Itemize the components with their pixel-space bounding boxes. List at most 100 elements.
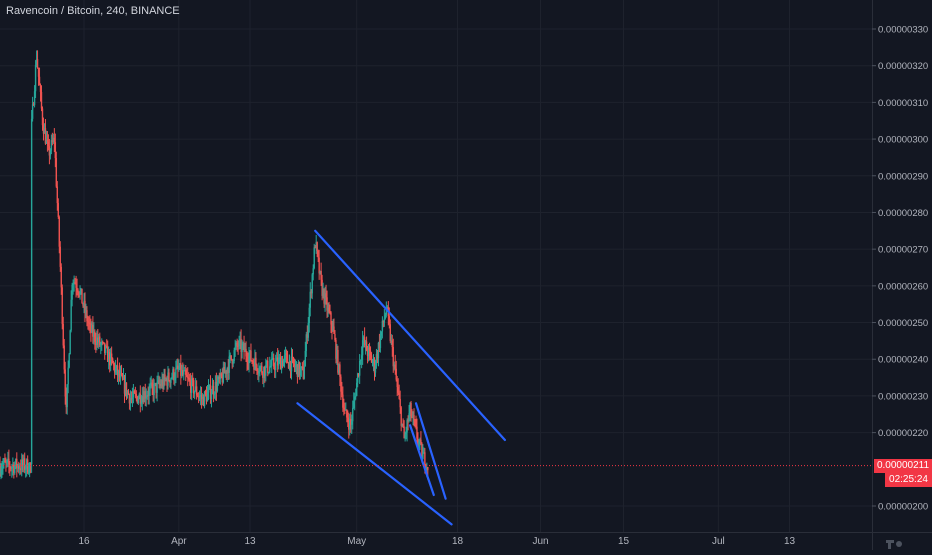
candle-body bbox=[214, 381, 217, 395]
candle-body bbox=[402, 423, 404, 427]
candle-body bbox=[304, 350, 307, 367]
candle-body bbox=[62, 323, 64, 346]
candle-body bbox=[194, 386, 197, 391]
candle-body bbox=[352, 407, 354, 422]
candle-body bbox=[411, 416, 413, 418]
candle-body bbox=[86, 310, 88, 322]
candle-body bbox=[309, 291, 311, 308]
candle-body bbox=[69, 330, 71, 355]
price-tick-label: 0.00000270 bbox=[878, 245, 928, 256]
candle-body bbox=[301, 366, 304, 368]
candle-body bbox=[17, 465, 19, 469]
candle-body bbox=[341, 391, 343, 395]
candle-body bbox=[178, 368, 180, 370]
candle-body bbox=[147, 395, 149, 397]
candle-body bbox=[292, 357, 295, 364]
candle-body bbox=[422, 453, 424, 460]
candle-body bbox=[30, 118, 33, 465]
candle-body bbox=[205, 393, 208, 402]
candle-body bbox=[264, 366, 266, 376]
candle-body bbox=[158, 380, 160, 385]
candle-body bbox=[92, 324, 94, 337]
price-tick-label: 0.00000280 bbox=[878, 208, 928, 219]
candle-body bbox=[390, 340, 392, 342]
candle-body bbox=[22, 459, 24, 466]
candle-body bbox=[321, 279, 323, 296]
candle-body bbox=[389, 324, 391, 342]
candle-body bbox=[150, 382, 152, 386]
candle-body bbox=[29, 463, 32, 465]
candle-body bbox=[300, 366, 303, 369]
candle-body bbox=[101, 341, 103, 345]
candle-body bbox=[43, 128, 46, 134]
candle-body bbox=[88, 322, 90, 324]
candle-body bbox=[222, 366, 225, 383]
candle-body bbox=[120, 373, 123, 375]
candle-body bbox=[77, 290, 79, 293]
candle-body bbox=[393, 364, 395, 367]
candle-body bbox=[363, 337, 366, 345]
candle-body bbox=[145, 396, 147, 399]
candle-body bbox=[243, 343, 245, 352]
candle-body bbox=[279, 357, 282, 370]
candle-body bbox=[225, 370, 227, 374]
candle-body bbox=[4, 460, 6, 463]
candle-body bbox=[355, 395, 357, 397]
current-price-label: 0.00000211 bbox=[874, 458, 932, 473]
candle-body bbox=[398, 392, 400, 399]
candle-body bbox=[250, 350, 252, 361]
candle-body bbox=[229, 355, 231, 357]
candle-body bbox=[385, 308, 388, 315]
candle-body bbox=[382, 320, 385, 323]
time-tick-label: Apr bbox=[171, 536, 187, 547]
candle-body bbox=[185, 370, 187, 375]
chart-title: Ravencoin / Bitcoin, 240, BINANCE bbox=[6, 5, 180, 17]
candle-body bbox=[39, 85, 42, 92]
candle-body bbox=[203, 391, 206, 406]
candle-body bbox=[384, 314, 387, 319]
candle-body bbox=[340, 376, 342, 392]
candle-body bbox=[252, 360, 254, 363]
candle-body bbox=[274, 361, 277, 371]
candle-body bbox=[415, 422, 417, 427]
candle-body bbox=[166, 379, 168, 386]
candle-body bbox=[275, 357, 278, 362]
candle-body bbox=[396, 379, 398, 388]
candle-body bbox=[293, 363, 296, 367]
candle-body bbox=[270, 365, 272, 367]
candle-body bbox=[113, 364, 116, 373]
candle-body bbox=[282, 359, 285, 367]
candle-body bbox=[164, 374, 166, 380]
candle-body bbox=[52, 137, 55, 142]
candle-body bbox=[174, 378, 176, 381]
candle-body bbox=[412, 415, 414, 418]
candle-body bbox=[151, 382, 153, 387]
candle-body bbox=[215, 381, 218, 392]
candle-body bbox=[130, 398, 133, 400]
candle-body bbox=[16, 458, 18, 469]
candle-body bbox=[347, 417, 349, 423]
candle-body bbox=[234, 347, 236, 351]
candle-body bbox=[383, 318, 386, 323]
candle-body bbox=[333, 326, 335, 334]
candle-body bbox=[327, 307, 329, 311]
time-tick-label: 15 bbox=[618, 536, 630, 547]
candle-body bbox=[416, 426, 418, 439]
time-tick-label: Jul bbox=[712, 536, 725, 547]
candle-body bbox=[117, 370, 120, 376]
candle-body bbox=[303, 366, 306, 379]
candle-body bbox=[204, 391, 207, 394]
candle-body bbox=[76, 287, 78, 291]
candle-body bbox=[251, 360, 253, 362]
candle-body bbox=[400, 407, 402, 426]
candle-body bbox=[368, 347, 371, 351]
candle-body bbox=[114, 368, 117, 373]
candle-body bbox=[61, 287, 63, 324]
candle-body bbox=[93, 331, 95, 337]
candle-body bbox=[96, 337, 98, 345]
candle-body bbox=[364, 341, 367, 345]
candle-body bbox=[339, 364, 341, 377]
candle-body bbox=[255, 357, 257, 365]
